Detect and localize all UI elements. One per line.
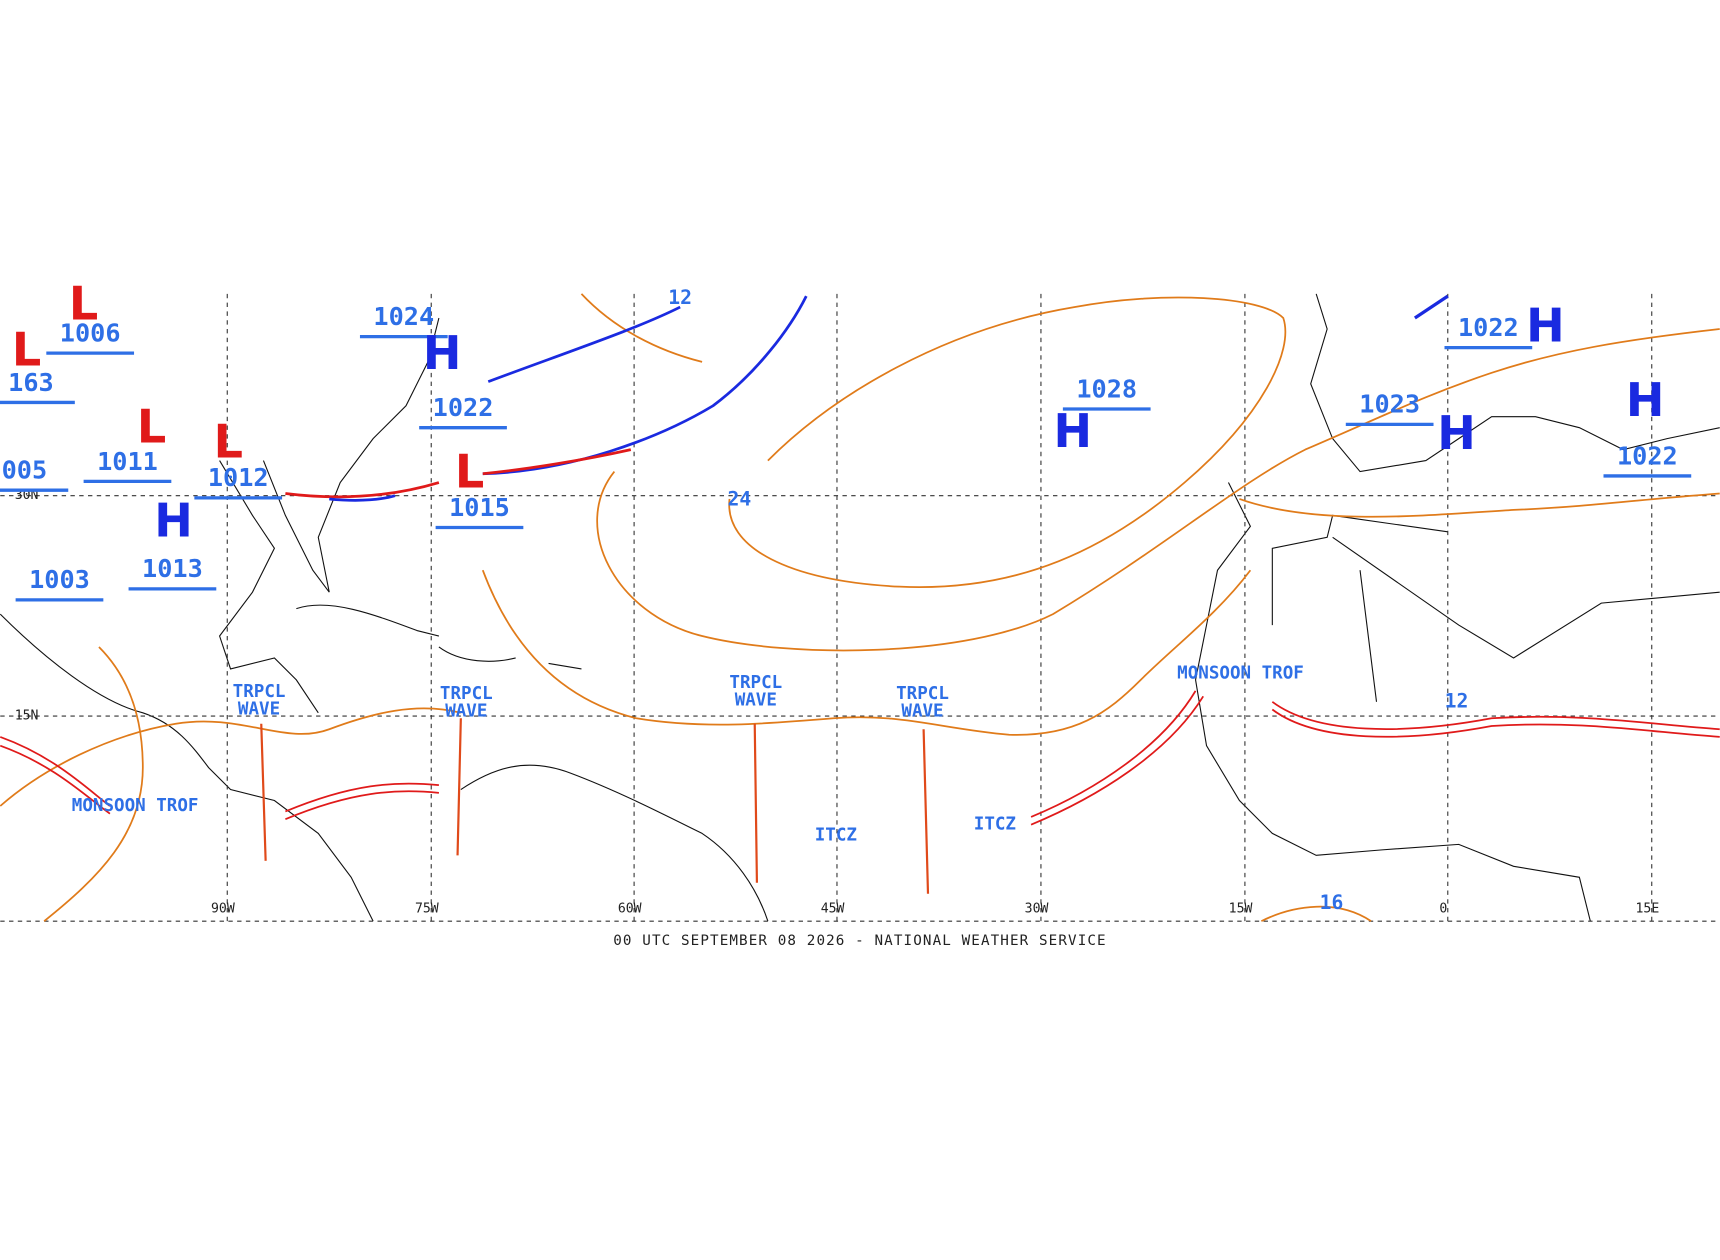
pressure-label: 1015 xyxy=(449,493,510,522)
feature-label: TRPCL WAVE xyxy=(896,684,949,722)
longitude-label: 0 xyxy=(1439,902,1447,917)
isobars xyxy=(0,293,1720,922)
pressure-center: L xyxy=(455,444,484,498)
footer: 00 UTC SEPTEMBER 08 2026 - NATIONAL WEAT… xyxy=(613,933,1106,949)
isobar-label: 12 xyxy=(1445,689,1469,712)
longitude-label: 75W xyxy=(415,902,439,917)
fronts xyxy=(0,294,1720,894)
feature-label: MONSOON TROF xyxy=(1177,663,1304,683)
longitude-label: 15W xyxy=(1229,902,1253,917)
graticule xyxy=(0,293,1720,922)
pressure-label: 1023 xyxy=(1359,390,1420,419)
isobar-label: 16 xyxy=(1320,891,1344,914)
feature-label: ITCZ xyxy=(974,815,1016,835)
pressure-label: 1011 xyxy=(97,447,158,476)
pressure-label: 1006 xyxy=(60,318,121,347)
feature-label: TRPCL WAVE xyxy=(233,682,286,720)
pressure-center: H xyxy=(423,326,462,380)
pressure-label: 1012 xyxy=(208,463,269,492)
feature-label: TRPCL WAVE xyxy=(440,684,493,722)
feature-label: TRPCL WAVE xyxy=(729,673,782,711)
pressure-center: H xyxy=(1526,298,1565,352)
pressure-label: 1022 xyxy=(1458,313,1519,342)
feature-label: ITCZ xyxy=(815,826,857,846)
pressure-center: H xyxy=(1626,373,1665,427)
isobar-label: 24 xyxy=(727,488,751,511)
longitude-label: 60W xyxy=(618,902,642,917)
pressure-label: 163 xyxy=(8,368,54,397)
pressure-label: 1022 xyxy=(1617,441,1678,470)
feature-label: MONSOON TROF xyxy=(72,796,199,816)
labels: 90W 75W 60W 45W 30W 15W 0 15E 30N 15N 1006 1024 1022… xyxy=(0,277,1692,917)
pressure-label: 1003 xyxy=(29,565,90,594)
longitude-label: 45W xyxy=(821,902,845,917)
pressure-center: H xyxy=(154,494,193,548)
pressure-label: 1013 xyxy=(142,554,203,583)
pressure-label: 005 xyxy=(2,456,48,485)
coastlines xyxy=(0,293,1720,922)
latitude-label: 15N xyxy=(15,709,39,724)
pressure-center: L xyxy=(69,277,98,331)
longitude-label: 90W xyxy=(211,902,235,917)
pressure-label: 1028 xyxy=(1076,374,1137,403)
pressure-center: H xyxy=(1437,406,1476,460)
pressure-center: L xyxy=(137,399,166,453)
longitude-label: 30W xyxy=(1025,902,1049,917)
pressure-center: L xyxy=(12,323,41,377)
pressure-label: 1022 xyxy=(433,393,494,422)
pressure-center: H xyxy=(1053,404,1092,458)
pressure-center: L xyxy=(214,415,243,469)
latitude-label: 30N xyxy=(15,488,39,503)
isobar-label: 12 xyxy=(668,286,692,309)
pressure-label: 1024 xyxy=(373,302,434,331)
longitude-label: 15E xyxy=(1635,902,1659,917)
